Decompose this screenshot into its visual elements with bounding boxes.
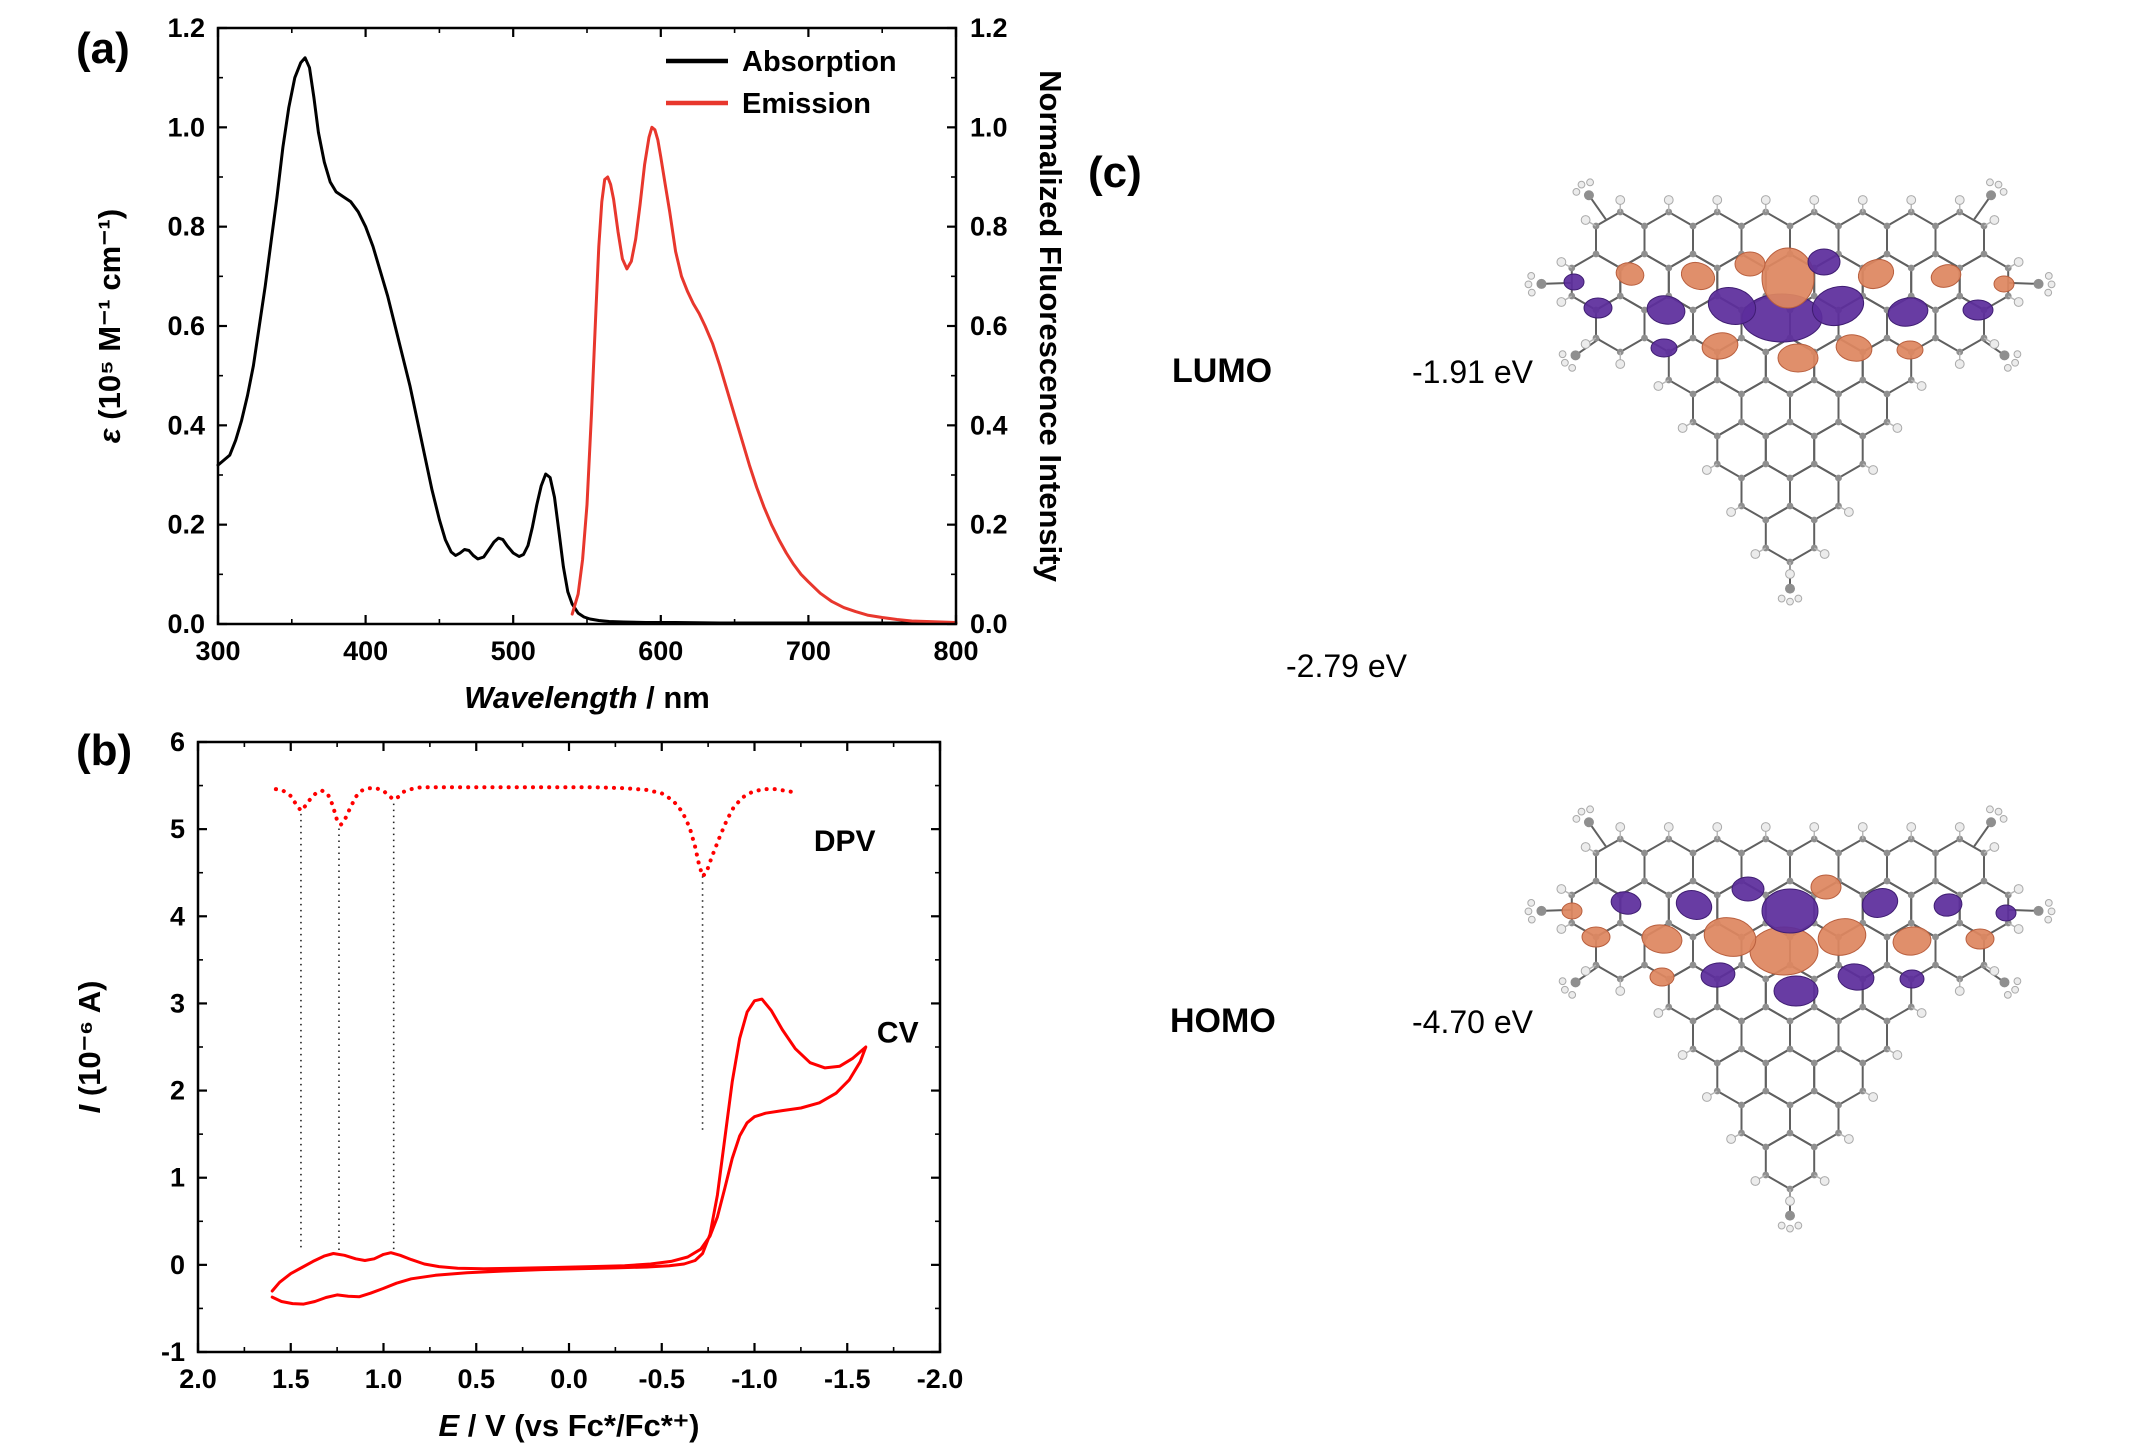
x-tick-label: 400: [343, 636, 388, 666]
x-tick-label: 300: [195, 636, 240, 666]
x-tick-label: -1.0: [731, 1364, 778, 1394]
y-tick-label: 1: [170, 1163, 185, 1193]
x-axis-title: Wavelength / nm: [464, 680, 710, 715]
y-tick-label: 3: [170, 988, 185, 1018]
lumo-molecule: [1524, 178, 2056, 606]
lumo-molecule-lobes: [1563, 247, 2015, 373]
y-tick-label: 4: [170, 901, 185, 931]
y2-tick-label: 0.0: [970, 609, 1008, 639]
x-axis-title: E / V (vs Fc*/Fc*⁺): [438, 1408, 699, 1443]
cv-dpv-chart: 2.0 1.5 1.0 0.5 0.0 -0.5 -1.0 -1.5 -2.0 -1 0 1 2 3 4 5 6…: [72, 727, 964, 1443]
x-tick-label: 0.0: [550, 1364, 588, 1394]
y-tick-label: 0.4: [167, 410, 205, 440]
emission-series: [570, 125, 958, 624]
x-tick-label: 600: [638, 636, 683, 666]
plot-frame: [216, 26, 958, 626]
y-tick-label: 1.2: [167, 13, 205, 43]
lumo-energy: -1.91 eV: [1412, 354, 1533, 390]
plot-frame: [196, 740, 942, 1354]
gap-energy: -2.79 eV: [1286, 648, 1407, 684]
y-tick-label: 6: [170, 727, 185, 757]
y2-tick-label: 1.0: [970, 112, 1008, 142]
x-tick-label: -1.5: [824, 1364, 871, 1394]
y2-tick-label: 0.2: [970, 510, 1008, 540]
y-tick-label: 1.0: [167, 112, 205, 142]
lumo-label: LUMO: [1172, 352, 1273, 390]
y-tick-label: 0.6: [167, 311, 205, 341]
y-tick-label: 2: [170, 1076, 185, 1106]
panel-a-label: (a): [76, 24, 130, 73]
legend-label-emission: Emission: [742, 88, 871, 120]
y-tick-label: 5: [170, 814, 185, 844]
y2-tick-label: 0.6: [970, 311, 1008, 341]
y2-axis-title: Normalized Fluorescence Intensity: [1033, 70, 1068, 582]
x-tick-label: 700: [786, 636, 831, 666]
x-tick-label: -0.5: [638, 1364, 685, 1394]
legend-label-absorption: Absorption: [742, 46, 897, 78]
x-tick-label: 1.0: [365, 1364, 403, 1394]
y-tick-label: 0.2: [167, 510, 205, 540]
x-tick-label: 2.0: [179, 1364, 217, 1394]
x-tick-label: 500: [491, 636, 536, 666]
homo-molecule-lobes: [1561, 874, 2017, 1007]
x-tick-label: -2.0: [917, 1364, 964, 1394]
y2-tick-label: 0.8: [970, 212, 1008, 242]
homo-molecule: [1524, 805, 2056, 1233]
y2-tick-label: 0.4: [970, 410, 1008, 440]
annotation-cv: CV: [877, 1017, 919, 1050]
homo-energy: -4.70 eV: [1412, 1004, 1533, 1040]
y-tick-label: 0: [170, 1250, 185, 1280]
y2-tick-label: 1.2: [970, 13, 1008, 43]
annotation-dpv: DPV: [814, 825, 876, 858]
y-axis-title: I (10⁻⁶ A): [72, 981, 107, 1114]
cv-series: [270, 997, 868, 1306]
lumo-molecule-orbital: [1524, 178, 2056, 606]
x-tick-label: 1.5: [272, 1364, 310, 1394]
homo-label: HOMO: [1170, 1002, 1276, 1040]
y-tick-label: -1: [161, 1337, 185, 1367]
y-tick-label: 0.0: [167, 609, 205, 639]
y-tick-label: 0.8: [167, 212, 205, 242]
panel-c-label: (c): [1088, 148, 1142, 197]
homo-molecule-orbital: [1524, 805, 2056, 1233]
panel-b-label: (b): [76, 726, 133, 775]
x-tick-label: 0.5: [457, 1364, 495, 1394]
y-axis-title: ε (10⁵ M⁻¹ cm⁻¹): [92, 209, 127, 443]
x-tick-label: 800: [933, 636, 978, 666]
